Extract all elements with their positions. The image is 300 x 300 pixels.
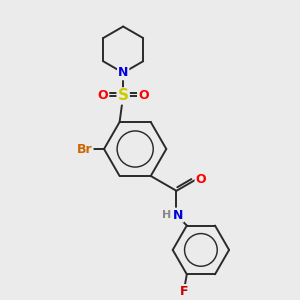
Text: H: H xyxy=(162,210,172,220)
Text: Br: Br xyxy=(77,142,93,155)
Text: S: S xyxy=(118,88,129,104)
Text: N: N xyxy=(118,66,128,79)
Text: O: O xyxy=(138,89,148,102)
Text: O: O xyxy=(196,173,206,186)
Text: N: N xyxy=(173,208,183,222)
Text: F: F xyxy=(180,285,189,298)
Text: O: O xyxy=(98,89,108,102)
